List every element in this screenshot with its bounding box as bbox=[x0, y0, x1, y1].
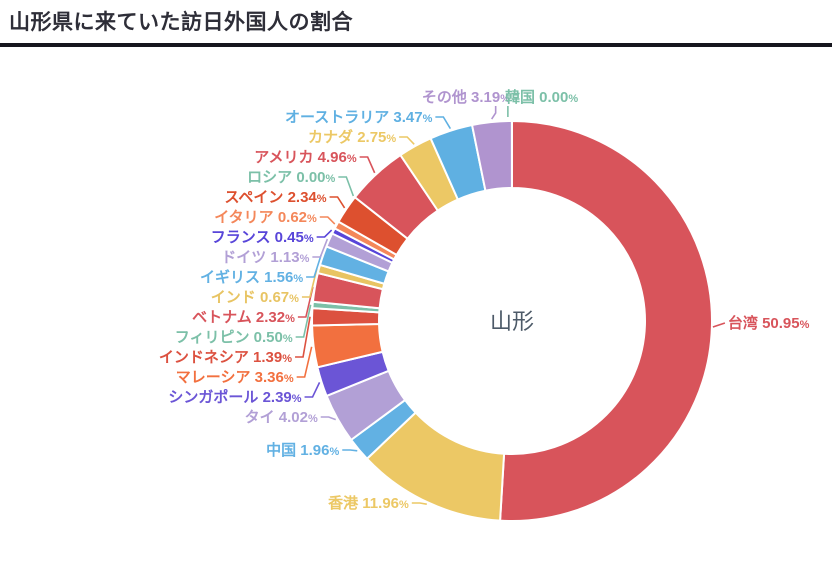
chart-center-label: 山形 bbox=[490, 309, 534, 334]
slice-leader-line bbox=[301, 268, 318, 298]
slice-label: インド 0.67% bbox=[211, 289, 299, 306]
slice-label: フィリピン 0.50% bbox=[175, 329, 293, 346]
page-header: 山形県に来ていた訪日外国人の割合 bbox=[0, 0, 832, 47]
slice-label: イギリス 1.56% bbox=[200, 268, 303, 286]
slice-leader-line bbox=[319, 216, 336, 225]
slice-label: イタリア 0.62% bbox=[214, 209, 317, 226]
slice-label: 中国 1.96% bbox=[266, 441, 339, 459]
donut-slices bbox=[311, 120, 713, 522]
slice-leader-line bbox=[342, 449, 358, 452]
slice-leader-line bbox=[320, 416, 337, 421]
slice-leader-line bbox=[295, 316, 311, 358]
slice-leader-line bbox=[296, 346, 313, 378]
slice-label: 台湾 50.95% bbox=[728, 314, 810, 332]
slice-label: ドイツ 1.13% bbox=[221, 249, 309, 266]
donut-slice[interactable] bbox=[499, 120, 713, 522]
slice-label: ロシア 0.00% bbox=[247, 169, 335, 186]
slice-leader-line bbox=[312, 238, 329, 258]
slice-label: カナダ 2.75% bbox=[308, 128, 396, 146]
slice-leader-line bbox=[316, 229, 333, 238]
slice-leader-line bbox=[490, 106, 497, 120]
slice-leader-line bbox=[338, 176, 355, 197]
label-leader-lines bbox=[295, 106, 726, 505]
slice-label: マレーシア 3.36% bbox=[176, 369, 294, 386]
title-divider bbox=[0, 43, 832, 47]
slice-labels: 台湾 50.95% 香港 11.96% 中国 1.96% タイ 4.02% シンガポール… bbox=[159, 88, 810, 512]
slice-label: スペイン 2.34% bbox=[224, 189, 326, 206]
slice-leader-line bbox=[411, 502, 427, 505]
slice-leader-line bbox=[435, 116, 452, 130]
slice-leader-line bbox=[306, 254, 322, 278]
slice-label: タイ 4.02% bbox=[245, 409, 318, 426]
slice-label: 香港 11.96% bbox=[328, 494, 409, 512]
slice-leader-line bbox=[359, 156, 376, 174]
page-title: 山形県に来ていた訪日外国人の割合 bbox=[9, 11, 353, 34]
slice-label: 韓国 0.00% bbox=[505, 88, 578, 106]
slice-label: インドネシア 1.39% bbox=[159, 349, 292, 366]
slice-label: ベトナム 2.32% bbox=[192, 309, 295, 326]
slice-label: アメリカ 4.96% bbox=[254, 149, 357, 166]
slice-label: オーストラリア 3.47% bbox=[285, 109, 433, 126]
slice-leader-line bbox=[329, 196, 346, 209]
slice-label: シンガポール 2.39% bbox=[168, 388, 301, 406]
slice-label: その他 3.19% bbox=[422, 88, 510, 106]
slice-leader-line bbox=[304, 382, 321, 398]
slice-leader-line bbox=[712, 322, 726, 328]
slice-label: フランス 0.45% bbox=[211, 229, 314, 246]
slice-leader-line bbox=[295, 304, 312, 338]
slice-leader-line bbox=[399, 136, 415, 145]
donut-slice[interactable] bbox=[471, 120, 513, 192]
